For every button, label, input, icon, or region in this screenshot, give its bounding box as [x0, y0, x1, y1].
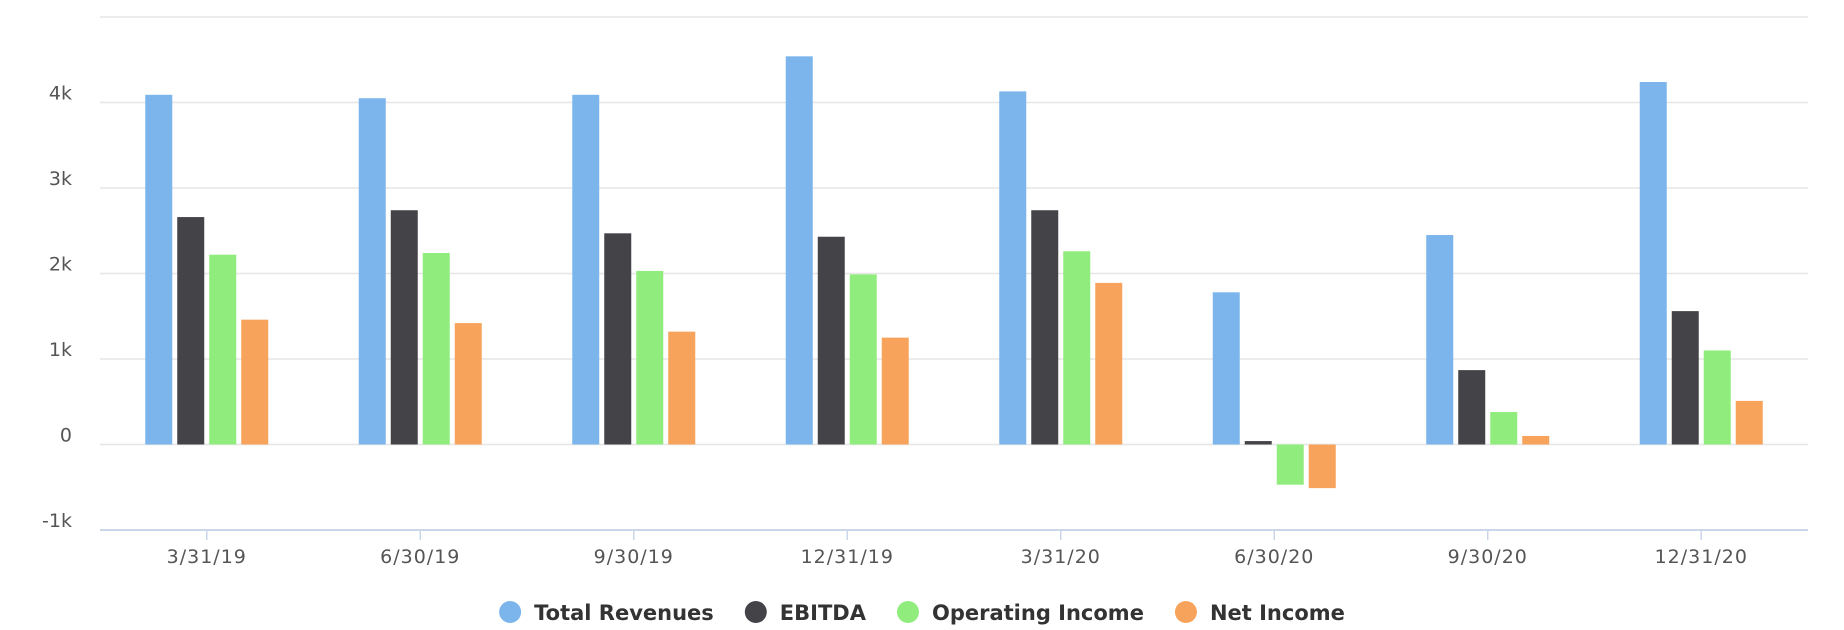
- y-axis: -1k 0 1k 2k 3k 4k: [42, 83, 72, 533]
- x-tick-label: 12/31/20: [1655, 546, 1748, 568]
- x-tick-label: 3/31/20: [1021, 546, 1101, 568]
- bar[interactable]: [1031, 210, 1059, 445]
- y-tick-label: -1k: [42, 510, 72, 532]
- bar[interactable]: [1522, 435, 1550, 445]
- bar[interactable]: [209, 254, 237, 445]
- x-tick-label: 6/30/20: [1234, 546, 1314, 568]
- bar[interactable]: [636, 270, 664, 445]
- bars: [145, 56, 1763, 489]
- legend-label: EBITDA: [780, 601, 867, 625]
- legend-item[interactable]: Operating Income: [896, 601, 1144, 625]
- legend-marker: [1174, 601, 1197, 623]
- x-tick-label: 3/31/19: [167, 546, 247, 568]
- x-axis: [100, 529, 1808, 540]
- bar[interactable]: [1276, 444, 1304, 485]
- bar[interactable]: [604, 233, 632, 445]
- bar[interactable]: [881, 337, 909, 445]
- bar[interactable]: [1426, 235, 1454, 445]
- bar[interactable]: [145, 94, 173, 445]
- y-tick-label: 0: [60, 425, 72, 447]
- bar[interactable]: [1308, 444, 1336, 489]
- bar[interactable]: [241, 319, 269, 445]
- bar[interactable]: [1244, 441, 1272, 445]
- legend-marker: [744, 601, 767, 623]
- bar[interactable]: [1671, 311, 1699, 445]
- bar[interactable]: [1639, 81, 1667, 445]
- x-tick-labels: 3/31/19 6/30/19 9/30/19 12/31/19 3/31/20 6/30…: [167, 546, 1748, 568]
- bar[interactable]: [668, 331, 696, 445]
- bar[interactable]: [1735, 400, 1763, 445]
- bar[interactable]: [1063, 251, 1091, 445]
- legend-label: Net Income: [1210, 601, 1345, 625]
- bar[interactable]: [1095, 282, 1123, 445]
- bar[interactable]: [572, 94, 600, 445]
- legend: Total Revenues EBITDA Operating Income Net …: [499, 601, 1345, 625]
- bar[interactable]: [1490, 412, 1518, 445]
- bar[interactable]: [177, 217, 205, 445]
- legend-label: Operating Income: [932, 601, 1144, 625]
- y-tick-label: 2k: [49, 254, 72, 276]
- y-tick-label: 4k: [49, 83, 72, 105]
- grid-lines: [100, 16, 1808, 446]
- bar[interactable]: [358, 98, 386, 445]
- y-tick-label: 3k: [49, 168, 72, 190]
- y-tick-label: 1k: [49, 339, 72, 361]
- bar[interactable]: [817, 236, 845, 445]
- bar[interactable]: [1458, 370, 1486, 445]
- legend-item[interactable]: Total Revenues: [499, 601, 714, 625]
- bar[interactable]: [999, 91, 1027, 445]
- x-tick-label: 9/30/20: [1448, 546, 1528, 568]
- bar[interactable]: [785, 56, 813, 445]
- bar[interactable]: [390, 210, 418, 445]
- legend-marker: [896, 601, 919, 623]
- bar[interactable]: [849, 274, 877, 445]
- bar[interactable]: [1703, 350, 1731, 445]
- legend-item[interactable]: Net Income: [1174, 601, 1345, 625]
- legend-marker: [499, 601, 522, 623]
- x-tick-label: 6/30/19: [380, 546, 460, 568]
- legend-label: Total Revenues: [534, 601, 714, 625]
- x-tick-label: 9/30/19: [594, 546, 674, 568]
- x-tick-label: 12/31/19: [801, 546, 894, 568]
- bar[interactable]: [454, 323, 482, 445]
- bar[interactable]: [1212, 292, 1240, 445]
- bar[interactable]: [422, 252, 450, 445]
- legend-item[interactable]: EBITDA: [744, 601, 867, 625]
